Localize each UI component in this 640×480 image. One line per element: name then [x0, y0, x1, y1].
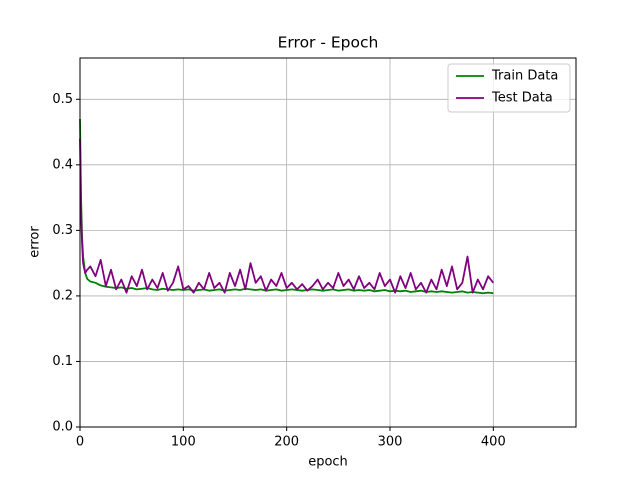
y-tick-label: 0.1 [52, 354, 73, 369]
series-line [79, 138, 495, 294]
y-tick-label: 0.5 [52, 92, 73, 107]
x-tick-label: 100 [171, 435, 196, 450]
legend-label: Test Data [491, 91, 553, 106]
y-tick-label: 0.4 [52, 157, 73, 172]
y-tick-label: 0.0 [52, 420, 73, 435]
legend-label: Train Data [491, 69, 558, 84]
plot-frame [79, 57, 577, 428]
y-tick-label: 0.3 [52, 223, 73, 238]
x-tick-label: 400 [481, 435, 506, 450]
x-tick-label: 0 [76, 435, 84, 450]
x-tick-label: 300 [378, 435, 403, 450]
y-axis-label: error [28, 226, 43, 258]
x-axis-label: epoch [308, 455, 348, 470]
x-tick-label: 200 [274, 435, 299, 450]
series-line [79, 118, 494, 295]
chart-title: Error - Epoch [278, 34, 379, 52]
y-tick-label: 0.2 [52, 288, 73, 303]
